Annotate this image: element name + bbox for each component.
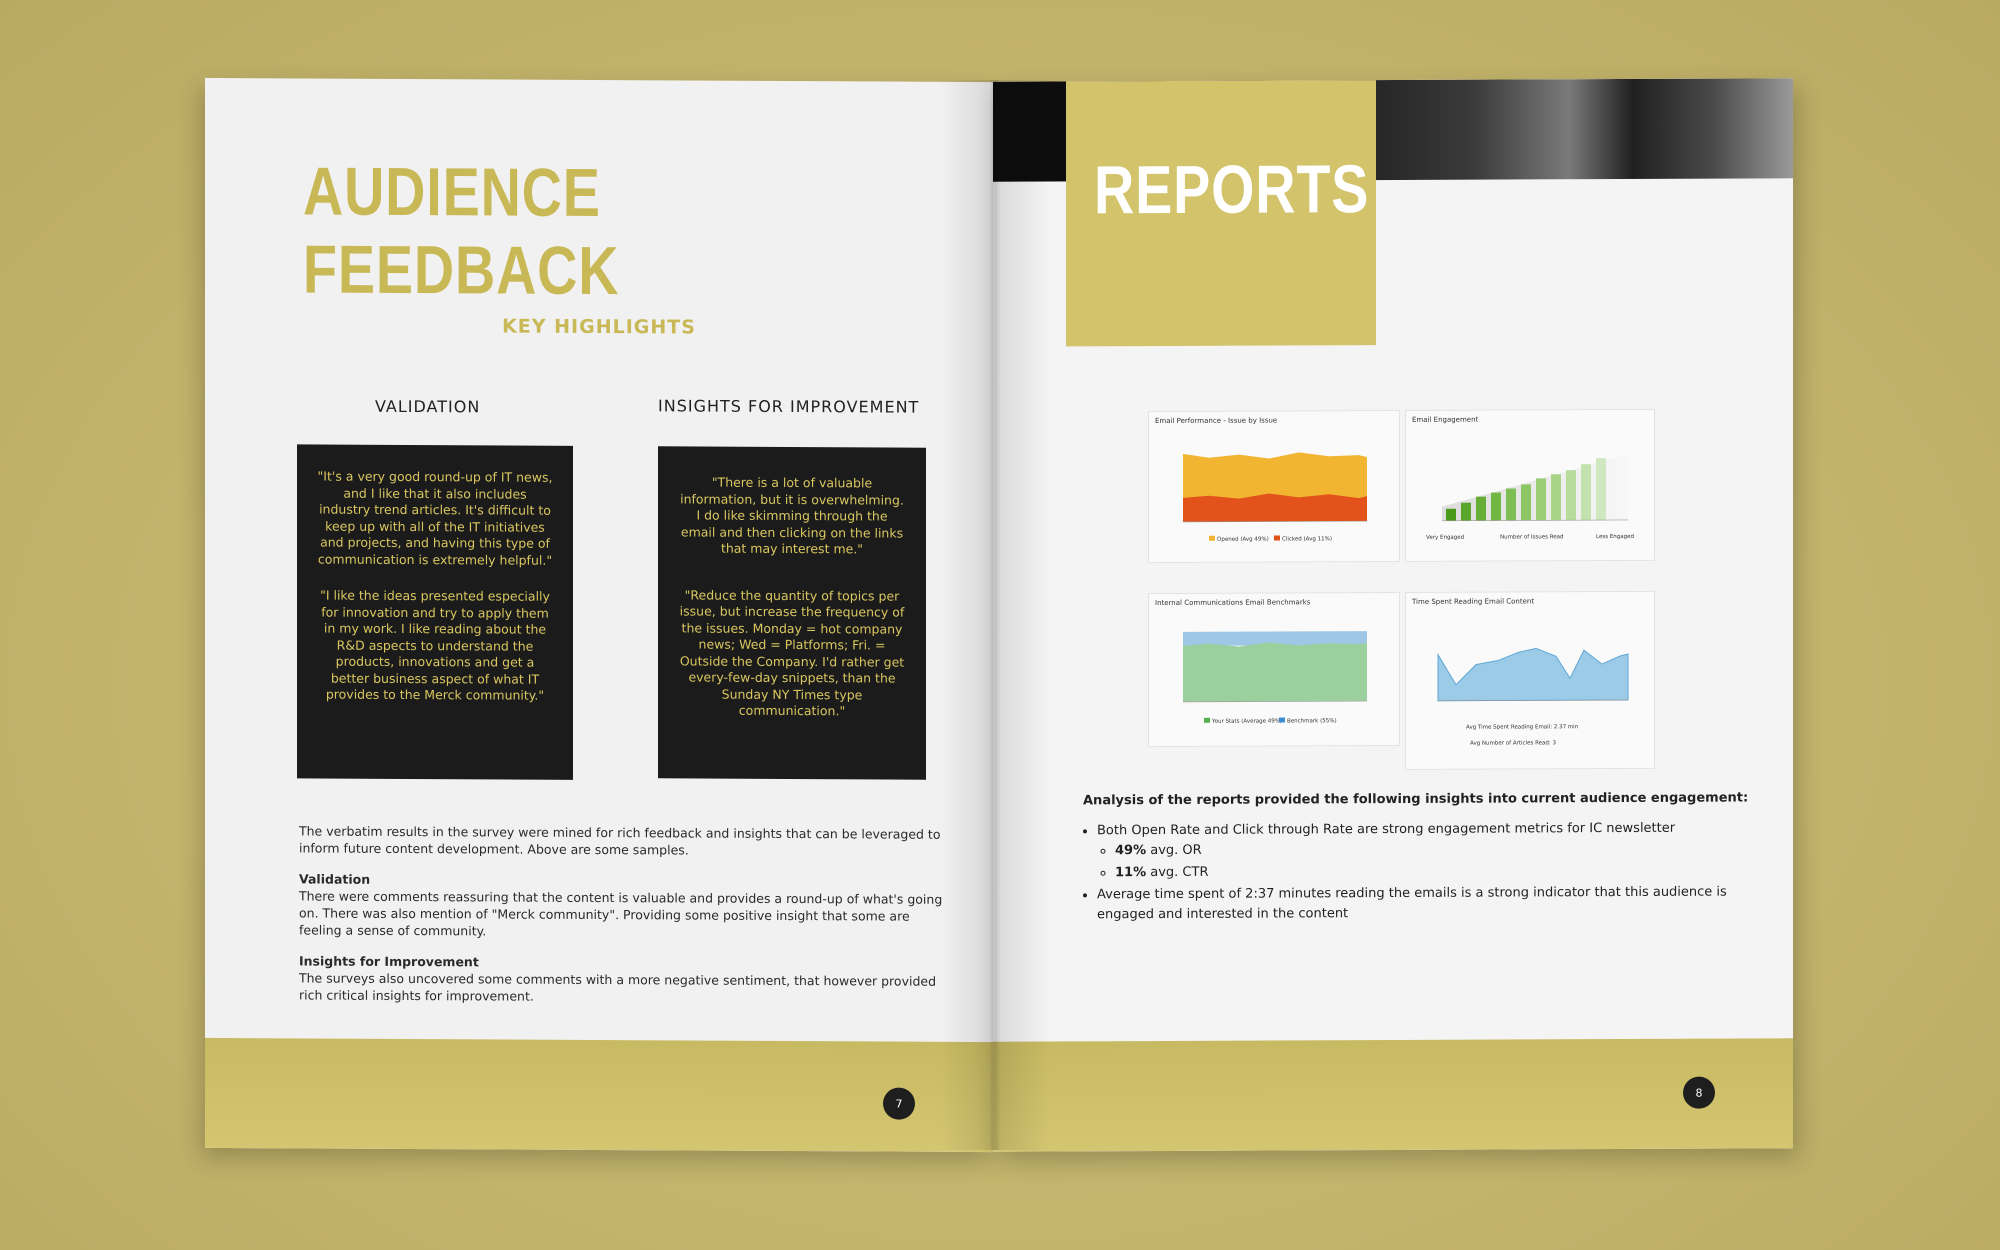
- list-item: 11% avg. CTR: [1115, 860, 1763, 883]
- page-title: REPORTS: [1094, 151, 1370, 229]
- legend-swatch-benchmark: [1279, 717, 1285, 723]
- list-item: Both Open Rate and Click through Rate ar…: [1097, 818, 1763, 883]
- engagement-bar: [1551, 474, 1561, 521]
- chart-email-performance: Email Performance - Issue by Issue Opene…: [1148, 409, 1400, 564]
- open-rate-value: 49%: [1115, 843, 1147, 859]
- validation-paragraph: There were comments reassuring that the …: [299, 888, 943, 939]
- engagement-bar: [1461, 502, 1471, 521]
- legend-clicked: Clicked (Avg 11%): [1282, 536, 1332, 542]
- insights-list: Both Open Rate and Click through Rate ar…: [1083, 818, 1763, 925]
- ctr-value: 11%: [1115, 865, 1147, 881]
- page-number-badge: 7: [883, 1087, 915, 1120]
- engagement-bar: [1596, 458, 1606, 521]
- engagement-bar: [1506, 488, 1516, 521]
- key-highlights-heading: KEY HIGHLIGHTS: [502, 315, 696, 339]
- footer-band: 7: [205, 1037, 993, 1153]
- ctr-label: avg. CTR: [1146, 864, 1209, 881]
- brochure-page-right: REPORTS Email Performance - Issue by Iss…: [993, 78, 1793, 1152]
- footer-band: 8: [993, 1038, 1793, 1152]
- chart-email-engagement: Email Engagement Very Engaged Number o: [1405, 408, 1655, 562]
- legend-swatch-clicked: [1274, 535, 1280, 541]
- validation-quote-1: "It's a very good round-up of IT news, a…: [317, 468, 553, 568]
- your-stats-area: [1183, 642, 1367, 702]
- legend-swatch-your-stats: [1204, 717, 1210, 723]
- email-engagement-plot: Very Engaged Number of Issues Read Less …: [1426, 453, 1634, 541]
- bullet-text: Both Open Rate and Click through Rate ar…: [1097, 820, 1676, 839]
- improvement-paragraph: The surveys also uncovered some comments…: [299, 970, 936, 1004]
- analysis-lead: Analysis of the reports provided the fol…: [1083, 790, 1749, 809]
- engagement-bar: [1581, 464, 1591, 521]
- validation-heading: VALIDATION: [375, 396, 481, 417]
- engagement-bar: [1476, 496, 1486, 521]
- intro-paragraph: The verbatim results in the survey were …: [299, 823, 941, 858]
- axis-label-issues-read: Number of Issues Read: [1500, 534, 1564, 540]
- validation-quote-box: "It's a very good round-up of IT news, a…: [297, 444, 573, 780]
- page-title: AUDIENCE FEEDBACK: [303, 153, 620, 310]
- benchmarks-plot: Your Stats (Average 49%) Benchmark (55%): [1183, 631, 1367, 725]
- engagement-bar: [1446, 508, 1456, 521]
- email-performance-plot: Opened (Avg 49%) Clicked (Avg 11%): [1183, 452, 1367, 543]
- avg-time-caption: Avg Time Spent Reading Email: 2.37 min: [1466, 724, 1579, 730]
- engagement-bar: [1536, 478, 1546, 521]
- legend-swatch-opened: [1209, 535, 1215, 541]
- validation-quote-2: "I like the ideas presented especially f…: [320, 587, 550, 703]
- chart-benchmarks: Internal Communications Email Benchmarks…: [1148, 591, 1400, 748]
- engagement-bar: [1566, 470, 1576, 521]
- page-number-badge: 8: [1683, 1076, 1715, 1109]
- legend-your-stats: Your Stats (Average 49%): [1211, 718, 1282, 724]
- time-spent-plot: Avg Time Spent Reading Email: 2.37 min A…: [1437, 647, 1629, 747]
- engagement-bar: [1521, 484, 1531, 521]
- brochure-page-left: AUDIENCE FEEDBACK KEY HIGHLIGHTS VALIDAT…: [205, 77, 993, 1153]
- bullet-text: Average time spent of 2:37 minutes readi…: [1097, 884, 1727, 923]
- engagement-bar: [1491, 492, 1501, 521]
- insights-heading: INSIGHTS FOR IMPROVEMENT: [658, 396, 920, 417]
- axis-label-very-engaged: Very Engaged: [1426, 535, 1464, 541]
- clicked-area: [1183, 493, 1367, 522]
- axis-label-less-engaged: Less Engaged: [1596, 534, 1634, 540]
- legend-opened: Opened (Avg 49%): [1217, 537, 1269, 543]
- analysis-section: Analysis of the reports provided the fol…: [1083, 788, 1763, 927]
- insights-quote-box: "There is a lot of valuable information,…: [658, 446, 926, 780]
- open-rate-label: avg. OR: [1146, 842, 1202, 859]
- insights-quote-2: "Reduce the quantity of topics per issue…: [679, 586, 905, 719]
- benchmark-area: [1183, 631, 1367, 646]
- list-item: 49% avg. OR: [1115, 838, 1763, 861]
- feedback-body: The verbatim results in the survey were …: [299, 822, 949, 1006]
- time-spent-area: [1437, 647, 1629, 702]
- insights-quote-1: "There is a lot of valuable information,…: [680, 474, 904, 557]
- list-item: Average time spent of 2:37 minutes readi…: [1097, 882, 1763, 925]
- avg-articles-caption: Avg Number of Articles Read: 3: [1470, 740, 1557, 746]
- legend-benchmark: Benchmark (55%): [1287, 718, 1337, 724]
- chart-time-spent: Time Spent Reading Email Content Avg Tim…: [1405, 590, 1655, 770]
- reports-title-block: REPORTS: [1066, 80, 1376, 347]
